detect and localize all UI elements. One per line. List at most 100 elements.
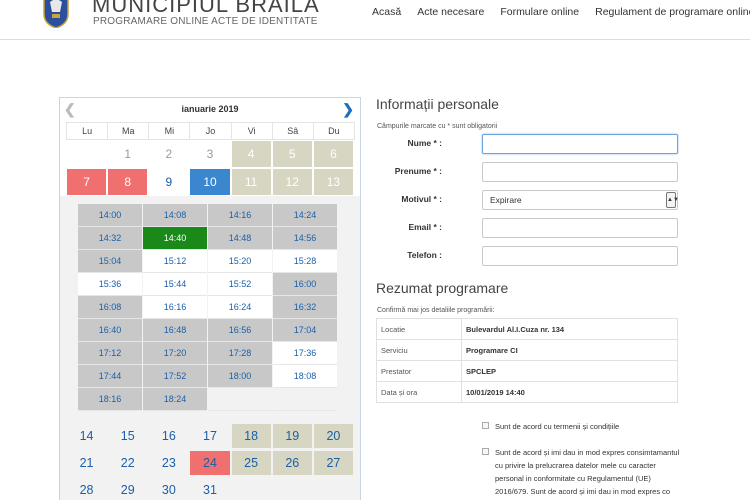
time-slot[interactable]: 15:04	[78, 250, 142, 273]
calendar-week: 14 15 16 17 18 19 20	[60, 423, 360, 449]
calendar-day[interactable]: 31	[203, 483, 217, 497]
time-slot-empty	[273, 388, 337, 411]
time-slot[interactable]: 14:48	[208, 227, 272, 250]
time-slot[interactable]: 16:40	[78, 319, 142, 342]
required-fields-note: Câmpurile marcate cu * sunt obligatorii	[377, 123, 498, 130]
surname-field[interactable]	[482, 162, 678, 182]
calendar-day: 18	[231, 424, 271, 448]
time-slot-grid: 14:00 14:08 14:16 14:24 14:32 14:40 14:48 14:56…	[78, 204, 338, 411]
summary-value: Programare CI	[461, 339, 678, 361]
time-slot[interactable]: 17:12	[78, 342, 142, 365]
email-row: Email * :	[376, 218, 678, 240]
time-slot[interactable]: 15:44	[143, 273, 207, 296]
reason-row: Motivul * : Expirare ▲▼	[376, 190, 679, 212]
calendar-week: 7 8 9 10 11 12 13	[60, 168, 360, 196]
table-row: Serviciu Programare CI	[376, 339, 678, 361]
time-slot[interactable]: 16:16	[143, 296, 207, 319]
time-slot[interactable]: 15:52	[208, 273, 272, 296]
phone-row: Telefon :	[376, 246, 678, 268]
email-field[interactable]	[482, 218, 678, 238]
phone-field[interactable]	[482, 246, 678, 266]
reason-selected-value: Expirare	[490, 195, 522, 205]
personal-info-title: Informații personale	[376, 96, 499, 112]
site-header: MUNICIPIUL BRAILA PROGRAMARE ONLINE ACTE…	[0, 0, 750, 40]
summary-table: Locatie Bulevardul Al.I.Cuza nr. 134 Ser…	[376, 318, 678, 403]
time-slot[interactable]: 17:28	[208, 342, 272, 365]
time-slot-selected[interactable]: 14:40	[143, 227, 207, 250]
calendar-day: 20	[313, 424, 353, 448]
gdpr-consent: Sunt de acord și imi dau in mod expres c…	[482, 446, 681, 500]
time-slot[interactable]: 16:56	[208, 319, 272, 342]
calendar-day[interactable]: 17	[203, 429, 217, 443]
calendar-day-holiday: 8	[108, 169, 148, 195]
time-slot[interactable]: 16:48	[143, 319, 207, 342]
calendar-day: 3	[206, 147, 214, 161]
time-slot[interactable]: 15:20	[208, 250, 272, 273]
calendar-day: 26	[272, 451, 312, 475]
name-field[interactable]	[482, 134, 678, 154]
time-slot[interactable]: 18:00	[208, 365, 272, 388]
calendar-day-empty	[273, 478, 312, 500]
time-slot[interactable]: 17:04	[273, 319, 337, 342]
calendar-day: 1	[124, 147, 132, 161]
surname-label: Prenume * :	[394, 166, 442, 176]
time-slot[interactable]: 15:36	[78, 273, 142, 296]
time-slot[interactable]: 16:08	[78, 296, 142, 319]
table-row: Locatie Bulevardul Al.I.Cuza nr. 134	[376, 318, 678, 340]
nav-home[interactable]: Acasă	[372, 6, 402, 18]
calendar-day[interactable]: 30	[161, 483, 176, 497]
summary-key: Serviciu	[376, 339, 462, 361]
calendar-day: 13	[313, 169, 353, 195]
time-slot[interactable]: 17:44	[78, 365, 142, 388]
calendar-month-title: ianuarie 2019	[181, 104, 239, 114]
calendar-day[interactable]: 9	[165, 175, 173, 189]
calendar-day-selected[interactable]: 10	[190, 169, 230, 195]
calendar-day[interactable]: 22	[120, 456, 135, 470]
calendar-day[interactable]: 15	[120, 429, 135, 443]
time-slot[interactable]: 14:16	[208, 204, 272, 227]
time-slot[interactable]: 16:24	[208, 296, 272, 319]
calendar-week: 28 29 30 31	[60, 477, 360, 500]
chevron-down-icon[interactable]: ▲▼	[666, 192, 679, 208]
time-slot[interactable]: 16:32	[273, 296, 337, 319]
calendar-day-empty	[67, 141, 106, 167]
calendar-day[interactable]: 23	[161, 456, 176, 470]
calendar-day[interactable]: 28	[79, 483, 94, 497]
calendar-day[interactable]: 21	[79, 456, 94, 470]
weekday-header: Lu Ma Mi Jo Vi Sâ Du	[60, 122, 360, 140]
time-slot[interactable]: 15:28	[273, 250, 337, 273]
calendar-day[interactable]: 29	[120, 483, 135, 497]
site-subtitle: PROGRAMARE ONLINE ACTE DE IDENTITATE	[93, 16, 318, 27]
prev-month-icon[interactable]: ❮	[64, 101, 76, 117]
calendar-day[interactable]: 14	[79, 429, 94, 443]
time-slot[interactable]: 15:12	[143, 250, 207, 273]
weekday-label: Jo	[189, 122, 232, 140]
reason-select[interactable]: Expirare ▲▼	[482, 190, 679, 210]
time-slot[interactable]: 18:08	[273, 365, 337, 388]
nav-online-forms[interactable]: Formulare online	[500, 6, 580, 18]
time-slot[interactable]: 14:56	[273, 227, 337, 250]
calendar-day: 6	[313, 141, 353, 167]
time-slot[interactable]: 14:08	[143, 204, 207, 227]
calendar-day-empty	[232, 478, 271, 500]
time-slot[interactable]: 16:00	[273, 273, 337, 296]
calendar-day[interactable]: 16	[161, 429, 176, 443]
time-slot[interactable]: 14:00	[78, 204, 142, 227]
time-slot[interactable]: 18:16	[78, 388, 142, 411]
nav-required-docs[interactable]: Acte necesare	[417, 6, 485, 18]
time-slot[interactable]: 17:36	[273, 342, 337, 365]
time-slot[interactable]: 14:24	[273, 204, 337, 227]
weekday-label: Vi	[230, 122, 273, 140]
time-slot[interactable]: 14:32	[78, 227, 142, 250]
weekday-label: Du	[312, 122, 355, 140]
phone-label: Telefon :	[407, 250, 442, 260]
terms-checkbox[interactable]	[482, 422, 489, 429]
time-slot[interactable]: 18:24	[143, 388, 207, 411]
gdpr-checkbox[interactable]	[482, 448, 489, 455]
nav-regulations[interactable]: Regulament de programare online	[595, 6, 750, 18]
time-slot[interactable]: 17:52	[143, 365, 207, 388]
weekday-label: Mi	[148, 122, 191, 140]
time-slot[interactable]: 17:20	[143, 342, 207, 365]
next-month-icon[interactable]: ❯	[342, 101, 354, 117]
calendar-day: 25	[231, 451, 271, 475]
